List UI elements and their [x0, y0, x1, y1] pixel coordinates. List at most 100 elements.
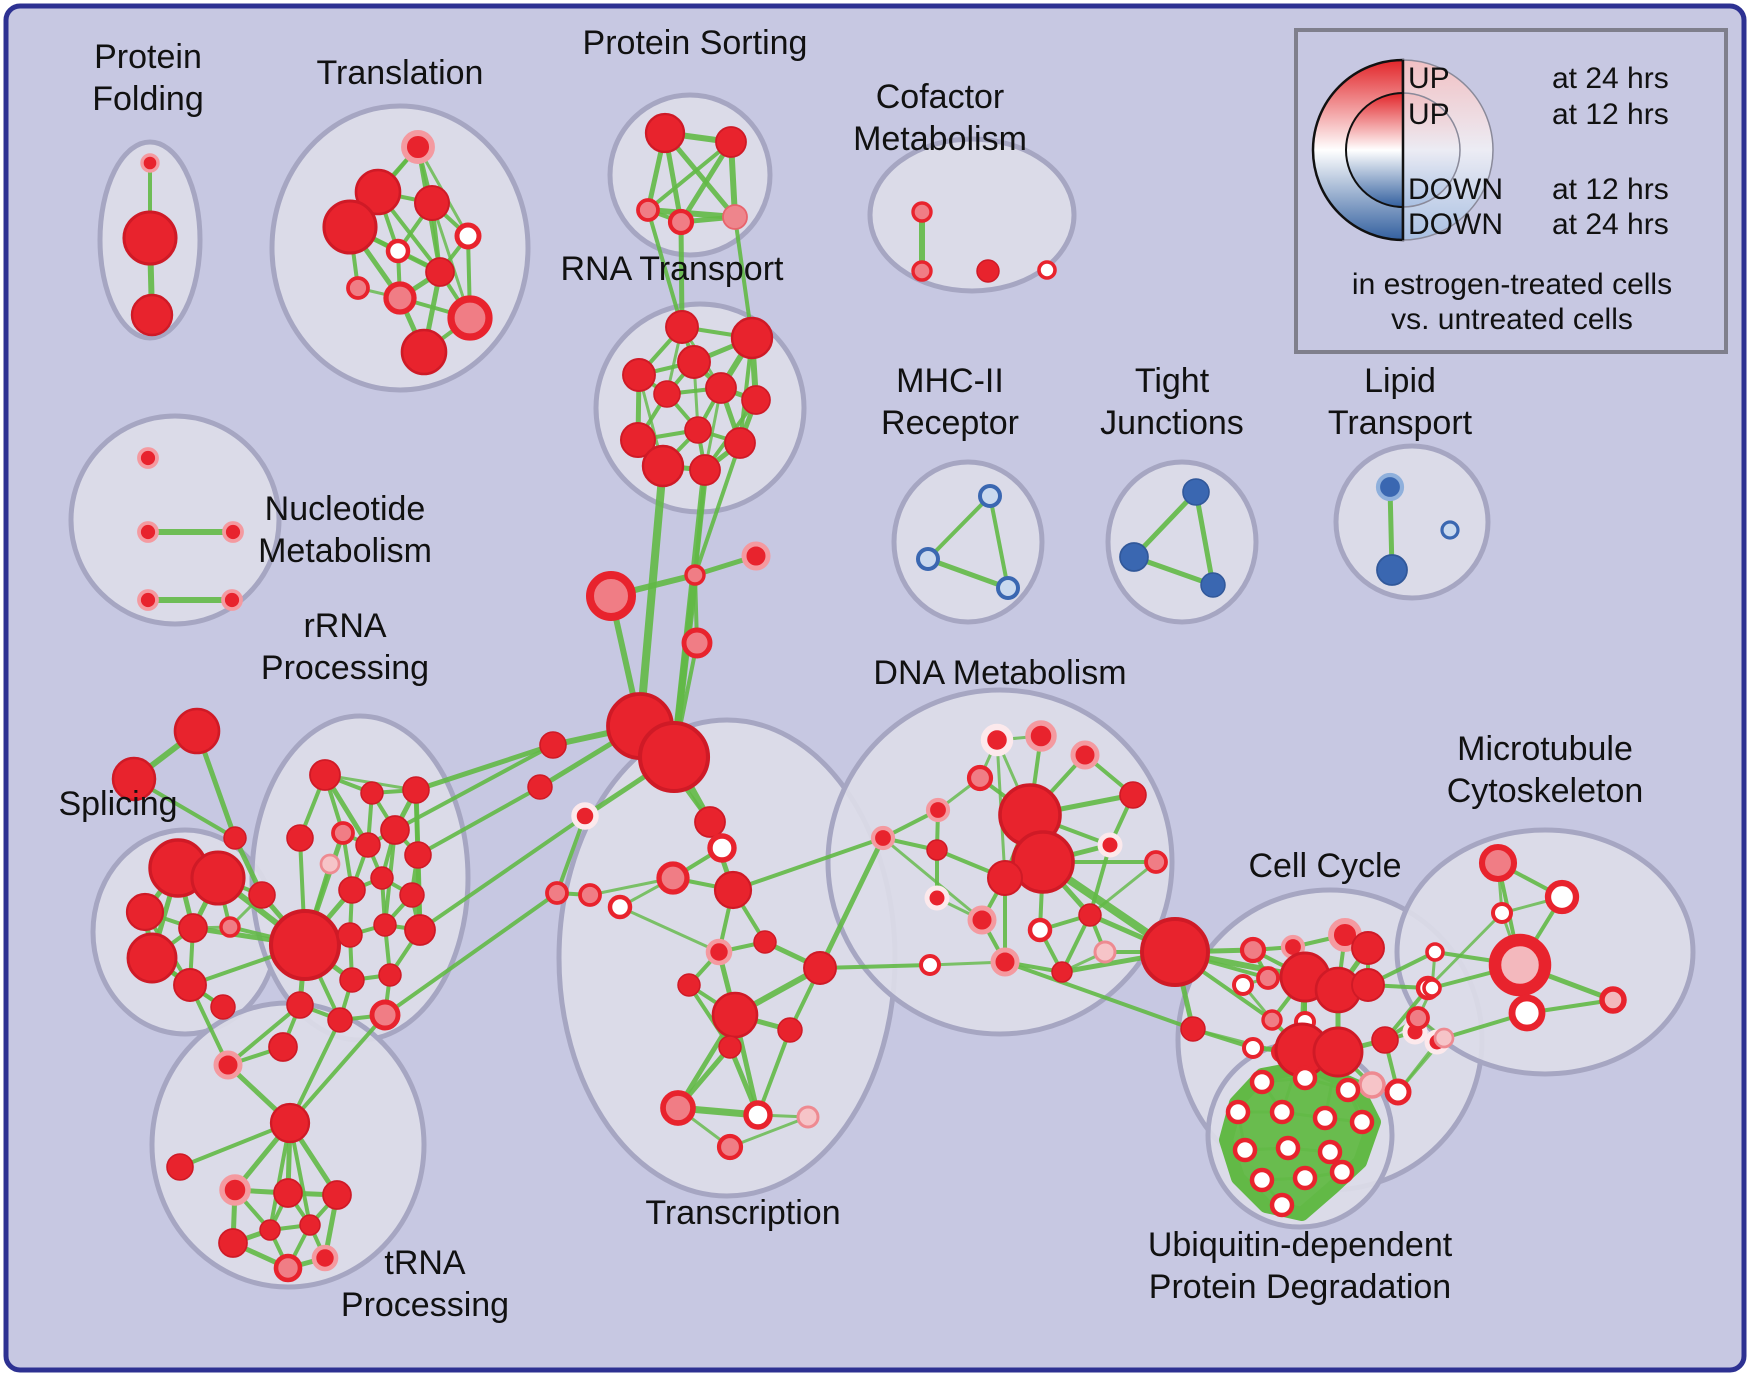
network-node-rna-transport	[724, 427, 756, 459]
network-node-trna-processing	[299, 1214, 321, 1236]
network-edge	[1193, 489, 1216, 588]
network-edge	[756, 1028, 792, 1117]
network-node-ubiquitin-degradation	[1275, 1135, 1301, 1161]
network-node-mhc-ii-receptor	[996, 576, 1020, 600]
network-node-dna-metabolism	[1025, 720, 1057, 752]
network-node-net	[223, 826, 247, 850]
network-node-cell-cycle	[1242, 1037, 1264, 1059]
network-node-trna-processing	[259, 1219, 281, 1241]
network-edge	[693, 441, 742, 577]
network-node-ubiquitin-degradation	[1335, 1077, 1361, 1103]
network-node-nucleotide-metabolism	[221, 589, 243, 611]
cluster-label-nucleotide-metabolism: Metabolism	[258, 532, 432, 570]
cluster-label-tight-junctions: Tight	[1135, 362, 1210, 400]
network-node-net	[1140, 917, 1210, 987]
network-node-protein-sorting	[644, 112, 686, 154]
network-node-net	[607, 894, 633, 920]
network-node-ubiquitin-degradation	[1269, 1192, 1295, 1218]
network-node-transcription	[803, 951, 837, 985]
network-node-dna-metabolism	[925, 797, 951, 823]
legend: UP at 24 hrs UP at 12 hrs DOWN at 12 hrs…	[1294, 28, 1728, 354]
network-node-trna-processing	[218, 1228, 248, 1258]
network-node-nucleotide-metabolism	[137, 521, 159, 543]
network-node-rrna-processing	[337, 922, 363, 948]
legend-row-time: at 24 hrs	[1552, 208, 1669, 241]
network-node-net	[586, 571, 636, 621]
network-node-rrna-processing	[360, 781, 384, 805]
network-node-cofactor-metabolism	[1037, 260, 1057, 280]
network-node-trna-processing	[219, 1174, 251, 1206]
network-node-transcription	[777, 1017, 803, 1043]
cluster-label-protein-folding: Folding	[92, 80, 204, 118]
cluster-label-cofactor-metabolism: Metabolism	[853, 120, 1027, 158]
network-node-protein-folding	[130, 293, 174, 337]
cluster-label-trna-processing: Processing	[341, 1286, 509, 1324]
network-node-cofactor-metabolism	[911, 201, 933, 223]
network-node-rrna-processing	[378, 963, 402, 987]
network-node-dna-metabolism	[990, 947, 1020, 977]
cluster-label-translation: Translation	[317, 54, 484, 92]
network-node-cell-cycle	[1232, 974, 1254, 996]
network-edge	[383, 891, 559, 1017]
network-node-dna-metabolism	[924, 885, 950, 911]
network-node-rna-transport	[622, 358, 656, 392]
network-node-tight-junctions	[1182, 478, 1210, 506]
network-edge	[728, 1115, 810, 1149]
network-node-transcription	[660, 1090, 696, 1126]
network-node-microtubule-cytoskeleton	[1425, 942, 1445, 962]
network-node-net	[527, 774, 553, 800]
network-node-net	[741, 541, 771, 571]
network-node-rna-transport	[653, 380, 681, 408]
network-node-trna-processing	[268, 1032, 298, 1062]
network-node-dna-metabolism	[919, 954, 941, 976]
network-edge	[618, 905, 721, 954]
network-node-lipid-transport	[1375, 472, 1405, 502]
legend-caption-line1: in estrogen-treated cells	[1352, 268, 1672, 301]
network-node-transcription	[716, 1133, 744, 1161]
network-node-dna-metabolism	[1051, 961, 1073, 983]
network-node-cofactor-metabolism	[911, 260, 933, 282]
network-node-dna-metabolism	[1078, 903, 1102, 927]
network-node-rrna-processing	[399, 882, 425, 908]
network-node-nucleotide-metabolism	[137, 589, 159, 611]
network-node-rrna-processing	[369, 999, 401, 1031]
network-node-rrna-processing	[327, 1007, 353, 1033]
cluster-ellipse-nucleotide-metabolism	[68, 413, 282, 627]
network-node-ubiquitin-degradation	[1312, 1105, 1338, 1131]
network-node-transcription	[753, 930, 777, 954]
network-node-transcription	[694, 806, 726, 838]
network-node-ubiquitin-degradation	[1329, 1159, 1355, 1185]
network-node-transcription	[718, 1035, 742, 1059]
network-edge	[393, 743, 555, 832]
network-node-trna-processing	[273, 1253, 303, 1283]
network-node-lipid-transport	[1376, 554, 1408, 586]
network-node-microtubule-cytoskeleton	[1433, 1027, 1455, 1049]
network-node-cell-cycle	[1261, 1009, 1283, 1031]
network-node-splicing	[126, 932, 178, 984]
legend-row-time: at 24 hrs	[1552, 62, 1669, 95]
network-edge	[288, 1013, 387, 1125]
cluster-ellipse-lipid-transport	[1333, 443, 1491, 601]
cluster-label-microtubule-cytoskeleton: Microtubule	[1457, 730, 1633, 768]
cluster-label-lipid-transport: Lipid	[1364, 362, 1436, 400]
network-node-rrna-processing	[338, 876, 366, 904]
network-node-microtubule-cytoskeleton	[1478, 843, 1518, 883]
network-node-dna-metabolism	[966, 764, 994, 792]
network-node-ubiquitin-degradation	[1269, 1099, 1295, 1125]
network-node-rrna-processing	[355, 832, 381, 858]
network-node-transcription	[578, 883, 602, 907]
cluster-label-ubiquitin-degradation: Protein Degradation	[1149, 1268, 1451, 1306]
network-edge	[646, 208, 684, 329]
legend-row-time: at 12 hrs	[1552, 173, 1669, 206]
network-node-trna-processing	[166, 1153, 194, 1181]
network-node-transcription	[713, 870, 753, 910]
network-node-tight-junctions	[1200, 572, 1226, 598]
network-node-microtubule-cytoskeleton	[1599, 986, 1627, 1014]
network-node-cell-cycle	[1371, 1026, 1399, 1054]
network-node-rrna-processing	[404, 914, 436, 946]
network-node-cofactor-metabolism	[976, 259, 1000, 283]
network-node-microtubule-cytoskeleton	[1406, 1006, 1430, 1030]
network-node-splicing	[219, 916, 241, 938]
network-node-rrna-processing	[380, 815, 410, 845]
